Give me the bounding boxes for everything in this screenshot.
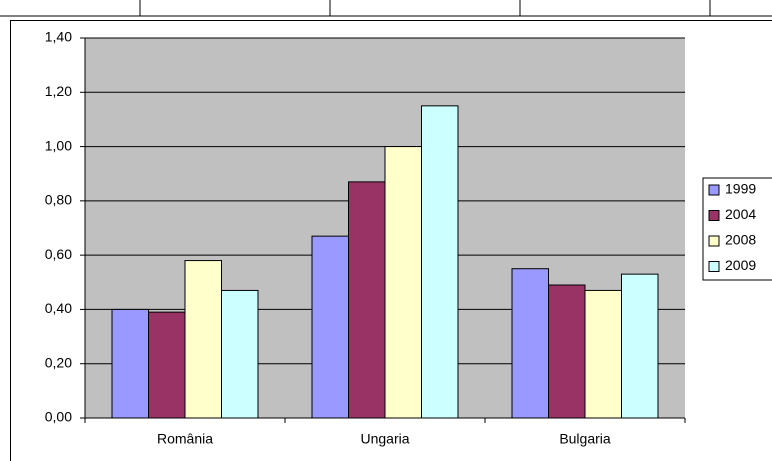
legend-swatch	[708, 184, 720, 196]
bar	[348, 181, 386, 419]
y-tick-label: 0,80	[45, 192, 72, 208]
bar	[548, 284, 586, 419]
bar	[421, 105, 459, 419]
table-fragment	[0, 0, 772, 17]
bar	[584, 289, 622, 419]
legend-label: 2009	[725, 257, 756, 273]
x-tick-label: Ungaria	[360, 431, 409, 447]
legend-swatch	[708, 210, 720, 221]
x-tick-label: România	[157, 431, 213, 447]
bar	[148, 311, 186, 419]
legend-swatch	[708, 261, 720, 272]
bar	[221, 289, 259, 419]
legend-swatch	[708, 235, 720, 247]
y-tick-label: 1,20	[45, 83, 72, 99]
bar	[511, 268, 549, 419]
legend-label: 1999	[725, 181, 756, 197]
legend-label: 2008	[725, 232, 756, 248]
x-tick-label: Bulgaria	[559, 431, 611, 447]
bar	[184, 260, 222, 419]
y-tick-label: 1,40	[45, 29, 72, 45]
y-tick-label: 0,60	[45, 246, 72, 262]
bar	[311, 235, 349, 419]
y-tick-label: 0,20	[45, 354, 72, 370]
y-tick-label: 0,00	[45, 409, 72, 425]
y-tick-label: 0,40	[45, 300, 72, 316]
bar	[621, 273, 659, 419]
bar	[384, 146, 422, 419]
y-tick-label: 1,00	[45, 137, 72, 153]
bar	[111, 308, 149, 419]
legend-label: 2004	[725, 206, 756, 222]
